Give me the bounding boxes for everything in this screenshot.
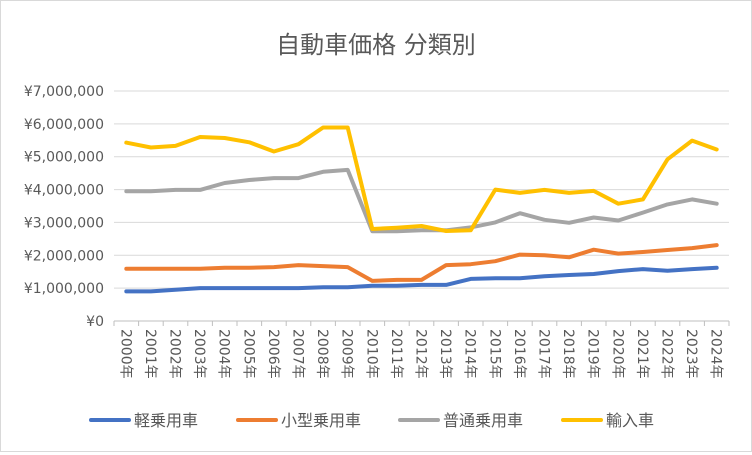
y-tick-label: ¥0 [86, 314, 104, 330]
x-tick-label: 2010年 [363, 329, 379, 379]
x-tick-label: 2002年 [167, 329, 183, 379]
legend-label: 軽乗用車 [134, 411, 198, 430]
series-line-1 [124, 265, 719, 294]
x-tick-label: 2020年 [609, 329, 625, 379]
x-tick-label: 2008年 [314, 329, 330, 379]
series-line-2 [124, 243, 719, 283]
x-tick-label: 2005年 [240, 329, 256, 379]
y-axis-ticks: ¥0 ¥1,000,000 ¥2,000,000 ¥3,000,000 ¥4,000,0… [24, 84, 104, 330]
y-tick-label: ¥2,000,000 [24, 248, 104, 264]
y-tick-label: ¥3,000,000 [24, 215, 104, 231]
x-tick-label: 2003年 [191, 329, 207, 379]
x-tick-label: 2019年 [585, 329, 601, 379]
x-tick-label: 2014年 [462, 329, 478, 379]
x-tick-label: 2016年 [511, 329, 527, 379]
x-tick-label: 2001年 [142, 329, 158, 379]
legend-label: 輸入車 [606, 411, 654, 430]
x-axis-ticks: 2000年 2001年 2002年 2003年 2004年 2005年 2006年 2007年… [113, 321, 730, 379]
x-tick-label: 2006年 [265, 329, 281, 379]
y-tick-label: ¥4,000,000 [24, 183, 104, 199]
y-tick-label: ¥7,000,000 [24, 84, 104, 100]
y-tick-label: ¥5,000,000 [24, 150, 104, 166]
x-tick-label: 2024年 [708, 329, 724, 379]
x-tick-label: 2012年 [413, 329, 429, 379]
series-line-4 [124, 125, 719, 233]
x-tick-label: 2017年 [536, 329, 552, 379]
x-tick-label: 2013年 [437, 329, 453, 379]
x-tick-label: 2021年 [634, 329, 650, 379]
x-tick-label: 2004年 [216, 329, 232, 379]
x-tick-label: 2015年 [486, 329, 502, 379]
x-tick-label: 2022年 [659, 329, 675, 379]
series-lines [124, 125, 719, 294]
x-tick-label: 2011年 [388, 329, 404, 379]
legend-label: 小型乗用車 [281, 411, 361, 430]
x-tick-label: 2009年 [339, 329, 355, 379]
x-tick-label: 2007年 [290, 329, 306, 379]
y-tick-label: ¥6,000,000 [24, 117, 104, 133]
x-tick-label: 2000年 [117, 329, 133, 379]
chart-title: 自動車価格 分類別 [276, 31, 476, 59]
x-tick-label: 2023年 [683, 329, 699, 379]
legend: 軽乗用車 小型乗用車 普通乗用車 輸入車 [89, 411, 654, 430]
series-line-3 [124, 167, 719, 234]
x-tick-label: 2018年 [560, 329, 576, 379]
y-tick-label: ¥1,000,000 [24, 281, 104, 297]
legend-label: 普通乗用車 [443, 411, 523, 430]
